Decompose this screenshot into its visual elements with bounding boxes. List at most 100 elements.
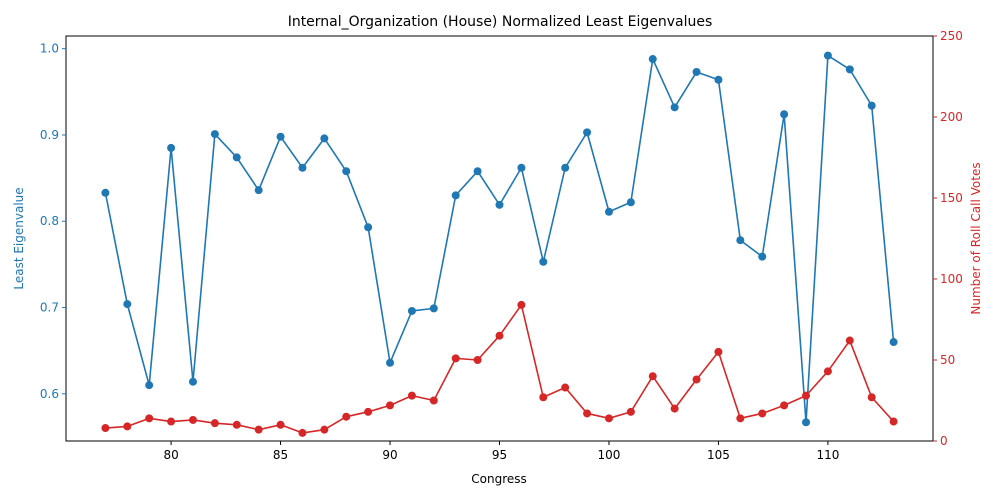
right-y-tick-label: 250 [940,29,963,43]
left-y-axis: 0.6 0.7 0.8 0.9 1.0 [40,42,66,401]
left-y-tick-label: 0.7 [40,301,59,315]
data-point [451,191,460,200]
data-point [604,414,613,423]
x-tick-label: 90 [382,448,397,462]
data-point [517,163,526,172]
data-point [845,336,854,345]
data-point [123,300,132,309]
left-y-tick-label: 1.0 [40,42,59,56]
data-point [145,414,154,423]
data-point [845,65,854,74]
data-point [626,407,635,416]
least-eigenvalue-series [101,51,898,427]
roll-call-votes-series [101,300,898,437]
data-point [429,396,438,405]
data-point [692,375,701,384]
data-point [517,300,526,309]
x-tick-label: 100 [598,448,621,462]
data-point [407,306,416,315]
left-y-tick-label: 0.6 [40,387,59,401]
data-point [364,223,373,232]
data-point [648,55,657,64]
left-y-axis-label: Least Eigenvalue [12,187,26,289]
data-point [145,381,154,390]
right-y-tick-label: 0 [940,434,948,448]
data-point [823,51,832,60]
data-point [583,128,592,137]
data-point [254,186,263,195]
data-point [210,419,219,428]
data-point [539,257,548,266]
data-point [298,428,307,437]
series-line [105,304,895,434]
data-point [823,367,832,376]
data-point [889,338,898,347]
data-point [473,167,482,176]
data-point [561,163,570,172]
data-point [583,409,592,418]
data-point [495,200,504,209]
data-point [386,358,395,367]
data-point [188,415,197,424]
chart-title: Internal_Organization (House) Normalized… [288,14,713,30]
data-point [342,412,351,421]
data-point [714,347,723,356]
data-point [780,110,789,119]
series-line [104,54,895,424]
x-axis-label: Congress [471,472,527,486]
x-tick-label: 95 [492,448,507,462]
right-y-tick-label: 150 [940,191,963,205]
right-y-tick-label: 50 [940,353,955,367]
data-point [167,143,176,152]
right-y-axis: 0 50 100 150 200 250 [933,29,963,448]
x-axis: 80 85 90 95 100 105 110 [163,441,839,462]
series-layer [101,51,898,437]
x-tick-label: 110 [816,448,839,462]
data-point [320,134,329,143]
data-point [407,391,416,400]
data-point [561,383,570,392]
data-point [232,153,241,162]
data-point [867,101,876,110]
data-point [188,377,197,386]
data-point [473,356,482,364]
data-point [495,331,504,340]
data-point [714,75,723,84]
data-point [101,188,110,197]
left-y-tick-label: 0.9 [40,128,59,142]
data-point [736,414,745,423]
data-point [364,407,373,416]
data-point [736,236,745,245]
right-y-axis-label: Number of Roll Call Votes [969,162,983,314]
data-point [867,393,876,402]
x-tick-label: 105 [707,448,730,462]
data-point [386,401,395,410]
data-point [626,198,635,207]
data-point [451,354,460,363]
data-point [539,393,548,402]
data-point [101,424,110,433]
data-point [123,422,132,431]
data-point [232,420,241,429]
data-point [254,425,263,434]
left-y-tick-label: 0.8 [40,214,59,228]
data-point [342,167,351,176]
data-point [320,425,329,434]
data-point [780,401,789,410]
right-y-tick-label: 100 [940,272,963,286]
data-point [758,409,767,418]
x-tick-label: 85 [273,448,288,462]
x-tick-label: 80 [163,448,178,462]
data-point [802,391,811,400]
right-y-tick-label: 200 [940,110,963,124]
data-point [429,304,438,313]
data-point [648,372,657,381]
data-point [604,207,613,216]
data-point [210,130,219,139]
data-point [670,404,679,413]
data-point [802,418,811,427]
data-point [692,67,701,76]
data-point [276,420,285,429]
